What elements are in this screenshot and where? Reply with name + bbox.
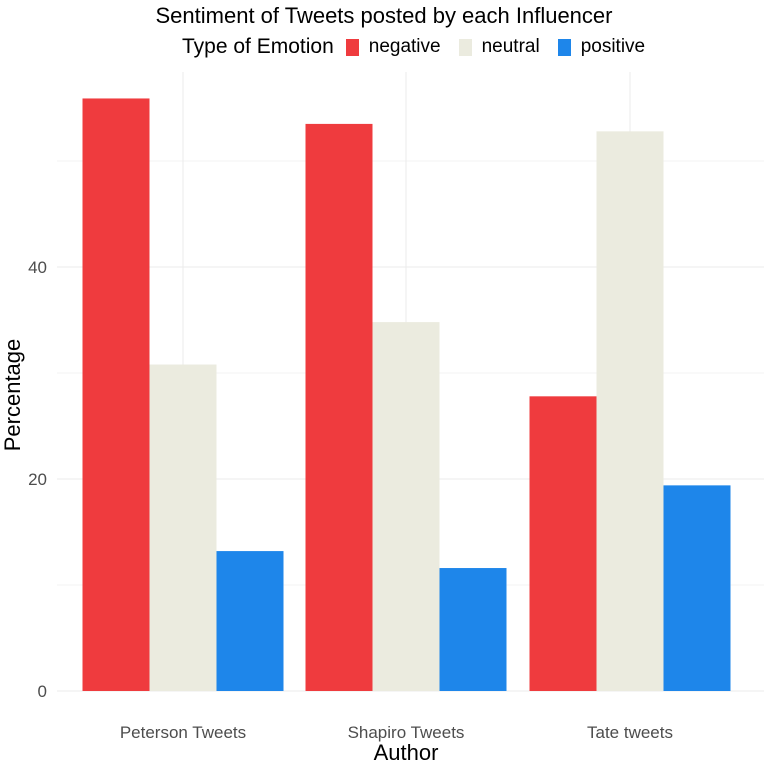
bar-negative-0 — [82, 98, 150, 691]
x-tick-labels: Peterson Tweets Shapiro Tweets Tate tweets — [120, 723, 673, 742]
legend-item-neutral: neutral — [458, 36, 540, 58]
legend: Type of Emotion negative neutral positiv… — [182, 34, 663, 60]
x-tick-label: Shapiro Tweets — [348, 723, 465, 742]
bar-neutral-2 — [596, 131, 664, 691]
x-axis-label: Author — [374, 740, 439, 765]
y-tick-label: 20 — [28, 470, 47, 489]
legend-title: Type of Emotion — [182, 35, 334, 58]
bar-positive-1 — [439, 568, 507, 691]
bar-neutral-1 — [372, 322, 440, 691]
y-tick-labels: 0 20 40 — [28, 258, 47, 701]
bar-positive-0 — [216, 551, 284, 691]
y-axis-label: Percentage — [0, 339, 25, 452]
chart-title: Sentiment of Tweets posted by each Influ… — [155, 3, 613, 28]
bar-negative-1 — [305, 123, 373, 691]
x-tick-label: Tate tweets — [587, 723, 673, 742]
legend-label-positive: positive — [580, 36, 646, 57]
y-tick-label: 0 — [38, 682, 47, 701]
legend-label-neutral: neutral — [481, 36, 540, 57]
legend-key-neutral — [458, 38, 472, 56]
legend-item-positive: positive — [557, 36, 646, 58]
legend-key-positive — [557, 38, 571, 56]
bar-positive-2 — [663, 485, 731, 691]
legend-label-negative: negative — [368, 36, 441, 57]
bar-negative-2 — [529, 396, 597, 691]
bar-neutral-0 — [149, 364, 217, 691]
bars — [82, 98, 731, 691]
legend-item-negative: negative — [345, 36, 441, 58]
x-tick-label: Peterson Tweets — [120, 723, 246, 742]
y-tick-label: 40 — [28, 258, 47, 277]
legend-key-negative — [345, 38, 359, 56]
